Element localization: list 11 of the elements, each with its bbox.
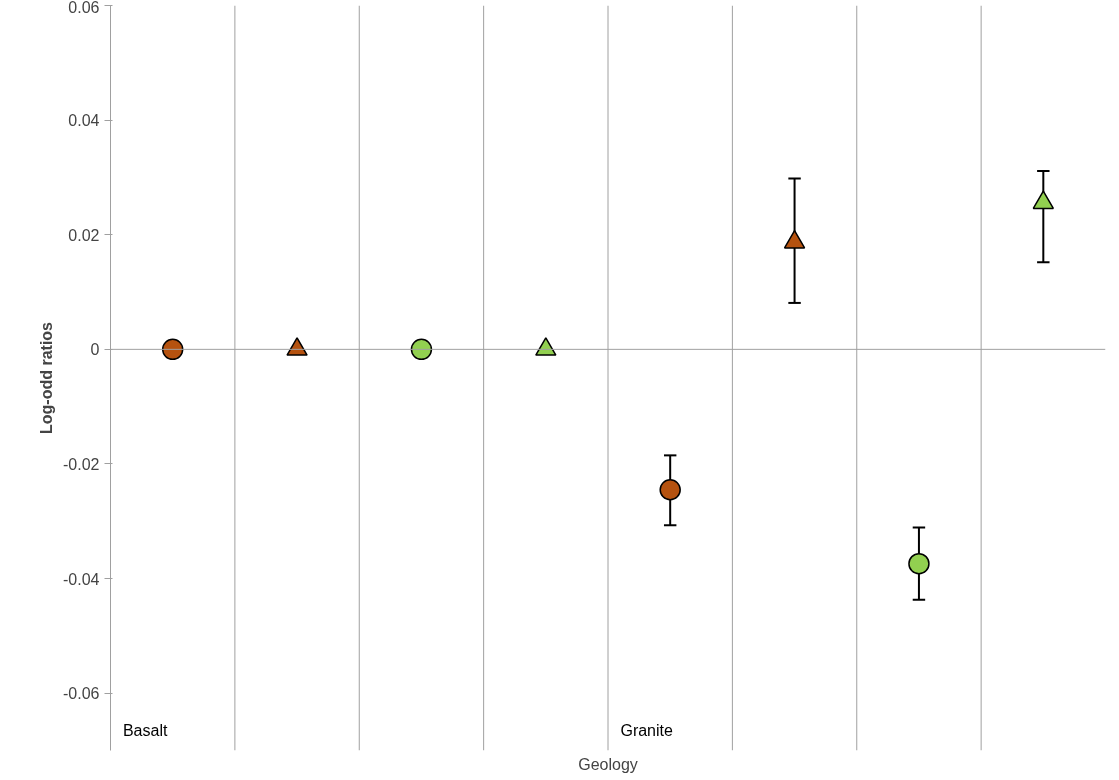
x-tick-label: Basalt	[122, 721, 168, 739]
y-axis-title: Log-odd ratios	[38, 321, 56, 434]
x-tick-label: Granite	[620, 721, 674, 739]
x-axis-title: Geology	[578, 755, 638, 773]
y-tick-label: 0	[90, 341, 100, 359]
y-tick-label: 0.02	[68, 226, 100, 244]
y-tick-label: -0.02	[63, 455, 100, 473]
y-tick-label: -0.04	[63, 570, 100, 588]
y-tick-label: -0.06	[63, 685, 100, 703]
y-tick-label: 0.04	[68, 112, 100, 130]
y-tick-label: 0.06	[68, 0, 100, 16]
